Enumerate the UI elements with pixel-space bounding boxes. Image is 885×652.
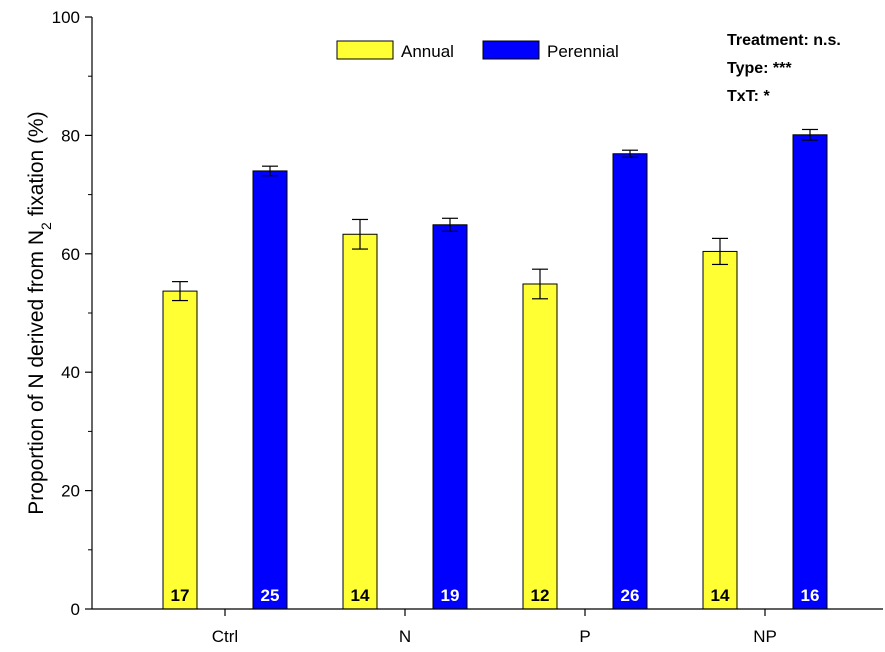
legend-label-annual: Annual bbox=[401, 42, 454, 61]
legend: Annual Perennial bbox=[336, 40, 619, 61]
y-tick-label-80: 80 bbox=[61, 126, 80, 145]
x-tick-label-ctrl: Ctrl bbox=[212, 627, 238, 646]
n-label-annual-p: 12 bbox=[531, 586, 550, 605]
annotation-txt: TxT: * bbox=[727, 88, 770, 105]
bar-perennial-np bbox=[792, 134, 828, 610]
bar-annual-np bbox=[702, 250, 738, 610]
y-axis-title: Proportion of N derived from N2 fixation… bbox=[25, 111, 54, 514]
error-bars-layer bbox=[172, 128, 818, 302]
bar-perennial-p bbox=[612, 153, 648, 610]
y-tick-label-60: 60 bbox=[61, 245, 80, 264]
legend-swatch-annual bbox=[336, 40, 394, 60]
x-tick-label-np: NP bbox=[753, 627, 777, 646]
n-label-perennial-np: 16 bbox=[801, 586, 820, 605]
bar-annual-n bbox=[342, 233, 378, 610]
bar-annual-ctrl bbox=[162, 290, 198, 610]
bars-layer bbox=[162, 134, 828, 610]
n-label-annual-ctrl: 17 bbox=[171, 586, 190, 605]
y-axis-ticks: 0 20 40 60 80 100 bbox=[52, 8, 92, 619]
sample-size-labels: 17 14 12 14 25 19 26 16 bbox=[171, 586, 820, 605]
legend-label-perennial: Perennial bbox=[547, 42, 619, 61]
y-axis-title-main: Proportion of N derived from N bbox=[25, 230, 48, 515]
significance-annotations: Treatment: n.s. Type: *** TxT: * bbox=[727, 32, 841, 105]
y-tick-label-100: 100 bbox=[52, 8, 80, 27]
bar-annual-p bbox=[522, 283, 558, 610]
x-axis-ticks: Ctrl N P NP bbox=[212, 609, 777, 646]
annotation-type: Type: *** bbox=[727, 60, 792, 77]
y-tick-label-0: 0 bbox=[71, 600, 80, 619]
n-label-perennial-p: 26 bbox=[621, 586, 640, 605]
bar-perennial-n bbox=[432, 224, 468, 610]
x-tick-label-p: P bbox=[579, 627, 590, 646]
axes bbox=[91, 17, 883, 610]
legend-swatch-perennial bbox=[482, 40, 540, 60]
n-label-perennial-ctrl: 25 bbox=[261, 586, 280, 605]
n-label-annual-n: 14 bbox=[351, 586, 370, 605]
x-tick-label-n: N bbox=[399, 627, 411, 646]
n-label-annual-np: 14 bbox=[711, 586, 730, 605]
n-label-perennial-n: 19 bbox=[441, 586, 460, 605]
bar-perennial-ctrl bbox=[252, 170, 288, 610]
y-axis-title-suffix: fixation (%) bbox=[25, 111, 48, 222]
y-tick-label-40: 40 bbox=[61, 363, 80, 382]
y-axis-title-subscript: 2 bbox=[38, 222, 54, 230]
y-tick-label-20: 20 bbox=[61, 482, 80, 501]
annotation-treatment: Treatment: n.s. bbox=[727, 32, 841, 49]
